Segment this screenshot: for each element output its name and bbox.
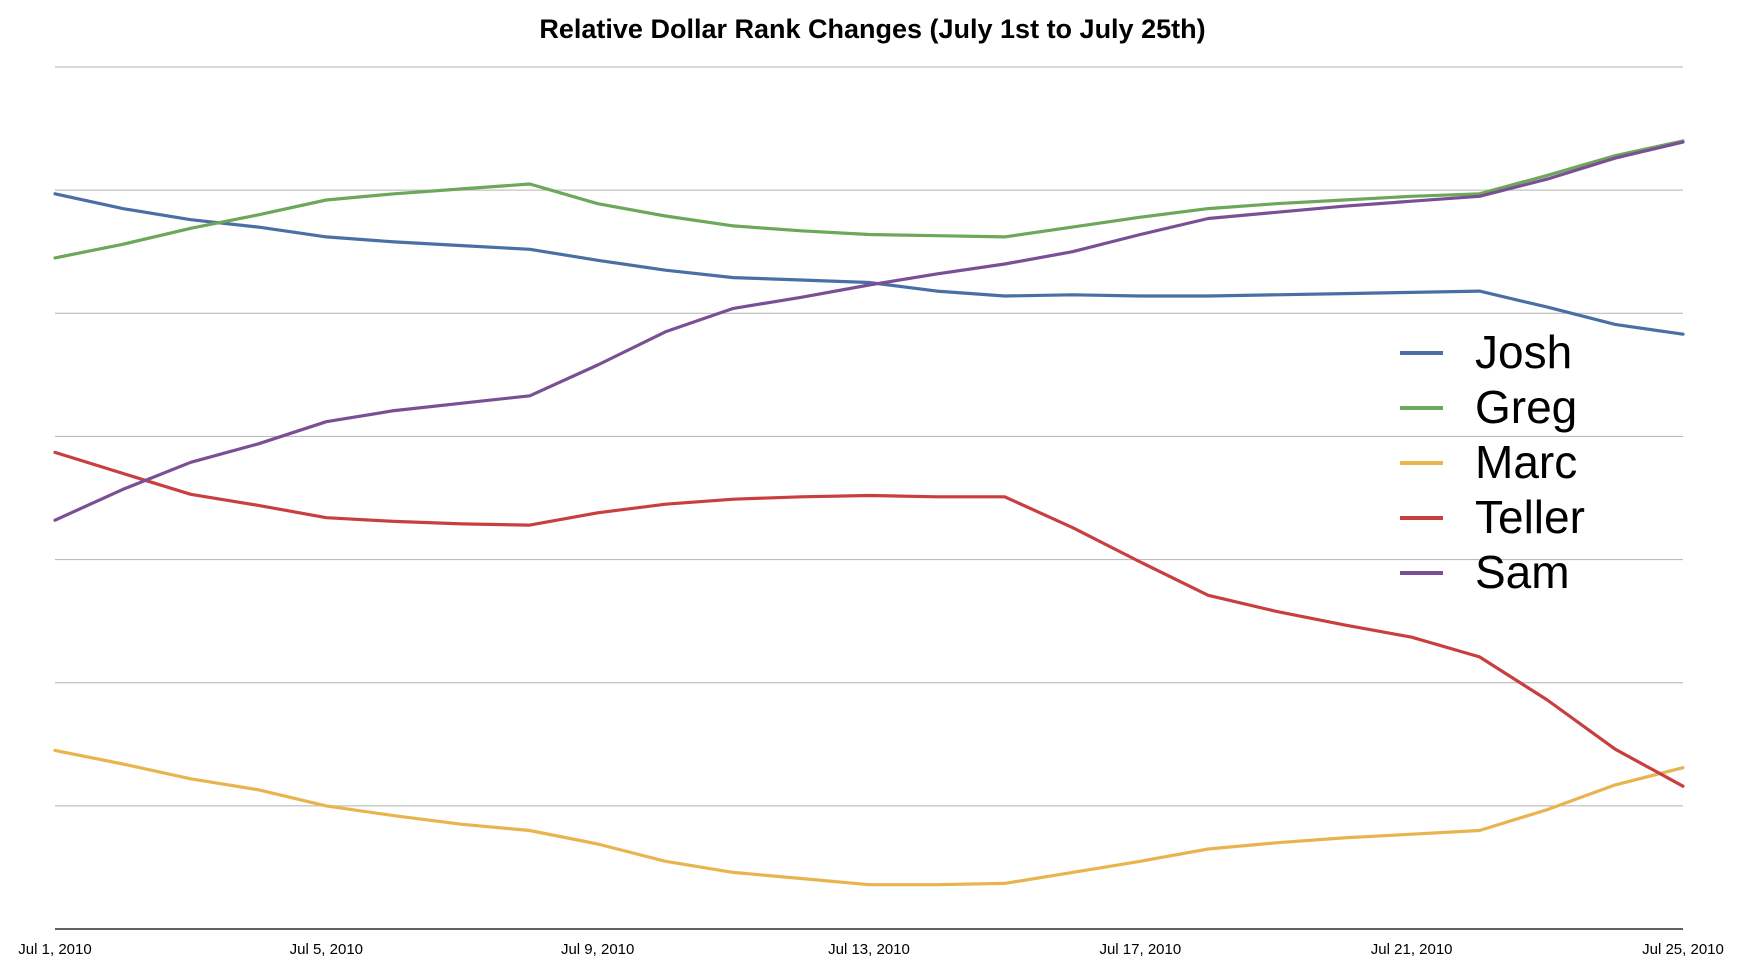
x-axis-ticks: Jul 1, 2010 Jul 5, 2010 Jul 9, 2010 Jul 13,…	[18, 941, 1724, 958]
legend-label-marc: Marc	[1475, 436, 1577, 488]
series-line-marc	[53, 748, 1685, 887]
series-line-josh	[53, 192, 1685, 336]
legend-label-greg: Greg	[1475, 381, 1577, 433]
chart-title: Relative Dollar Rank Changes (July 1st t…	[539, 14, 1206, 44]
series-line-greg	[53, 139, 1685, 260]
series-line-teller	[53, 450, 1685, 788]
x-tick-label: Jul 1, 2010	[18, 941, 91, 958]
legend-label-josh: Josh	[1475, 326, 1572, 378]
legend-label-sam: Sam	[1475, 546, 1570, 598]
x-tick-label: Jul 13, 2010	[828, 941, 910, 958]
x-tick-label: Jul 25, 2010	[1642, 941, 1724, 958]
legend-label-teller: Teller	[1475, 491, 1585, 543]
x-tick-label: Jul 9, 2010	[561, 941, 634, 958]
series-lines	[53, 139, 1685, 887]
x-tick-label: Jul 17, 2010	[1099, 941, 1181, 958]
x-tick-label: Jul 5, 2010	[290, 941, 363, 958]
x-tick-label: Jul 21, 2010	[1371, 941, 1453, 958]
series-line-sam	[53, 140, 1685, 522]
